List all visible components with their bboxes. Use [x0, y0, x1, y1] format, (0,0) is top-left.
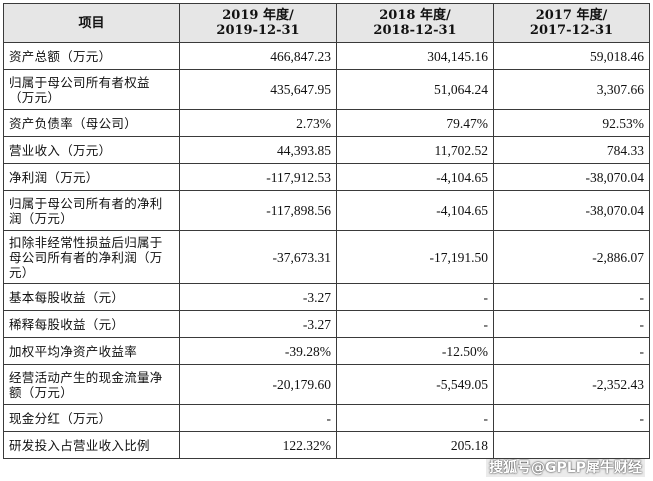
cell-2017 — [493, 431, 650, 459]
cell-2019: 44,393.85 — [179, 136, 337, 164]
row-label: 现金分红（万元） — [3, 404, 180, 432]
cell-2018: -4,104.65 — [336, 190, 494, 231]
cell-2019: -3.27 — [179, 283, 337, 311]
table-row: 稀释每股收益（元） -3.27 - - — [3, 310, 650, 338]
header-2019-line2: 2019-12-31 — [216, 23, 300, 38]
row-label: 归属于母公司所有者的净利润（万元） — [3, 190, 180, 231]
table-row: 经营活动产生的现金流量净额（万元） -20,179.60 -5,549.05 -… — [3, 364, 650, 405]
table-row: 归属于母公司所有者权益（万元） 435,647.95 51,064.24 3,3… — [3, 69, 650, 110]
cell-2019: -39.28% — [179, 337, 337, 365]
cell-2017: - — [493, 283, 650, 311]
cell-2018: 205.18 — [336, 431, 494, 459]
row-label: 稀释每股收益（元） — [3, 310, 180, 338]
cell-2019: -117,912.53 — [179, 163, 337, 191]
row-label: 营业收入（万元） — [3, 136, 180, 164]
cell-2018: - — [336, 283, 494, 311]
cell-2019: -20,179.60 — [179, 364, 337, 405]
table-row: 资产负债率（母公司） 2.73% 79.47% 92.53% — [3, 109, 650, 137]
cell-2018: - — [336, 310, 494, 338]
row-label: 归属于母公司所有者权益（万元） — [3, 69, 180, 110]
cell-2019: -3.27 — [179, 310, 337, 338]
row-label: 基本每股收益（元） — [3, 283, 180, 311]
cell-2017: - — [493, 310, 650, 338]
table-row: 资产总额（万元） 466,847.23 304,145.16 59,018.46 — [3, 42, 650, 70]
table-row: 营业收入（万元） 44,393.85 11,702.52 784.33 — [3, 136, 650, 164]
row-label: 扣除非经常性损益后归属于母公司所有者的净利润（万元） — [3, 230, 180, 284]
header-item: 项目 — [3, 3, 180, 43]
cell-2018: -12.50% — [336, 337, 494, 365]
cell-2017: 3,307.66 — [493, 69, 650, 110]
table-row: 归属于母公司所有者的净利润（万元） -117,898.56 -4,104.65 … — [3, 190, 650, 231]
cell-2017: 784.33 — [493, 136, 650, 164]
cell-2019: 122.32% — [179, 431, 337, 459]
cell-2019: -117,898.56 — [179, 190, 337, 231]
header-2019-line1: 2019 年度/ — [222, 8, 294, 23]
table-row: 研发投入占营业收入比例 122.32% 205.18 — [3, 431, 650, 459]
cell-2017: -38,070.04 — [493, 190, 650, 231]
cell-2018: 304,145.16 — [336, 42, 494, 70]
cell-2017: - — [493, 404, 650, 432]
table-row: 净利润（万元） -117,912.53 -4,104.65 -38,070.04 — [3, 163, 650, 191]
row-label: 资产总额（万元） — [3, 42, 180, 70]
row-label: 资产负债率（母公司） — [3, 109, 180, 137]
financial-data-table: 项目 2019 年度/ 2019-12-31 2018 年度/ 2018-12-… — [3, 3, 650, 459]
header-2017-line1: 2017 年度/ — [535, 8, 608, 23]
watermark: 搜狐号@GPLP犀牛财经 — [486, 459, 645, 477]
cell-2018: -5,549.05 — [336, 364, 494, 405]
cell-2017: -2,352.43 — [493, 364, 650, 405]
table-row: 扣除非经常性损益后归属于母公司所有者的净利润（万元） -37,673.31 -1… — [3, 230, 650, 284]
cell-2019: - — [179, 404, 337, 432]
row-label: 经营活动产生的现金流量净额（万元） — [3, 364, 180, 405]
header-2017: 2017 年度/ 2017-12-31 — [493, 3, 650, 43]
cell-2019: 466,847.23 — [179, 42, 337, 70]
header-2019: 2019 年度/ 2019-12-31 — [179, 3, 337, 43]
table-row: 现金分红（万元） - - - — [3, 404, 650, 432]
cell-2019: -37,673.31 — [179, 230, 337, 284]
row-label: 加权平均净资产收益率 — [3, 337, 180, 365]
cell-2018: -17,191.50 — [336, 230, 494, 284]
header-2018-line1: 2018 年度/ — [379, 8, 451, 23]
cell-2018: 11,702.52 — [336, 136, 494, 164]
header-2018-line2: 2018-12-31 — [373, 23, 457, 38]
cell-2018: -4,104.65 — [336, 163, 494, 191]
cell-2017: 92.53% — [493, 109, 650, 137]
table-row: 加权平均净资产收益率 -39.28% -12.50% - — [3, 337, 650, 365]
cell-2017: - — [493, 337, 650, 365]
header-2017-line2: 2017-12-31 — [529, 23, 614, 38]
cell-2017: -2,886.07 — [493, 230, 650, 284]
cell-2017: 59,018.46 — [493, 42, 650, 70]
row-label: 研发投入占营业收入比例 — [3, 431, 180, 459]
header-2018: 2018 年度/ 2018-12-31 — [336, 3, 494, 43]
cell-2019: 435,647.95 — [179, 69, 337, 110]
cell-2018: - — [336, 404, 494, 432]
table-header-row: 项目 2019 年度/ 2019-12-31 2018 年度/ 2018-12-… — [3, 3, 650, 43]
row-label: 净利润（万元） — [3, 163, 180, 191]
table-row: 基本每股收益（元） -3.27 - - — [3, 283, 650, 311]
cell-2019: 2.73% — [179, 109, 337, 137]
cell-2018: 51,064.24 — [336, 69, 494, 110]
cell-2017: -38,070.04 — [493, 163, 650, 191]
cell-2018: 79.47% — [336, 109, 494, 137]
